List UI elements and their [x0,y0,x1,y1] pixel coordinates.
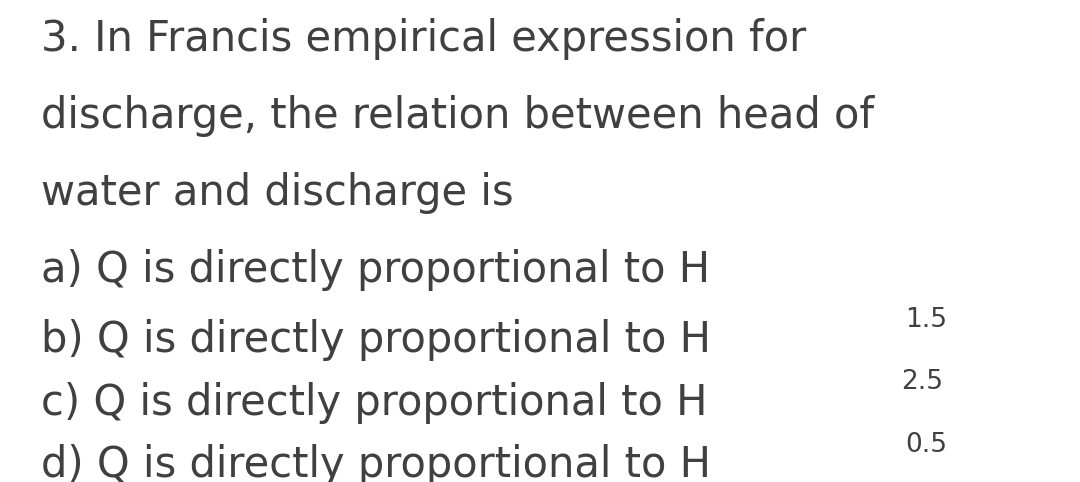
Text: 2.5: 2.5 [901,370,943,395]
Text: water and discharge is: water and discharge is [41,172,514,214]
Text: 0.5: 0.5 [905,432,947,458]
Text: b) Q is directly proportional to H: b) Q is directly proportional to H [41,319,711,361]
Text: a) Q is directly proportional to H: a) Q is directly proportional to H [41,249,711,291]
Text: discharge, the relation between head of: discharge, the relation between head of [41,95,874,137]
Text: 3. In Francis empirical expression for: 3. In Francis empirical expression for [41,18,807,60]
Text: c) Q is directly proportional to H: c) Q is directly proportional to H [41,382,707,424]
Text: d) Q is directly proportional to H: d) Q is directly proportional to H [41,444,711,482]
Text: 1.5: 1.5 [905,307,947,333]
